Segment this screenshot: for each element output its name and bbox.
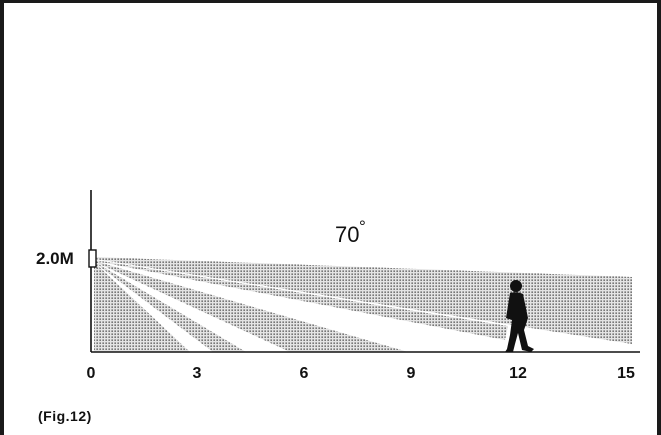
- detection-zone-near-1: [94, 263, 190, 352]
- pir-sensor-icon: [88, 249, 97, 268]
- x-tick-label: 15: [617, 365, 635, 382]
- detection-zone-mid-far: [95, 260, 508, 340]
- detection-zone-mid: [95, 261, 408, 352]
- x-tick-label: 12: [509, 365, 527, 382]
- detection-zone-near-2: [95, 262, 246, 352]
- x-tick-label: 3: [193, 365, 202, 382]
- figure-caption: (Fig.12): [38, 408, 92, 424]
- x-tick-label: 6: [300, 365, 309, 382]
- x-tick-label: 9: [407, 365, 416, 382]
- walking-person-icon: [505, 280, 534, 352]
- height-label: 2.0M: [36, 249, 74, 268]
- x-tick-label: 0: [87, 365, 96, 382]
- detection-zone-far: [95, 257, 632, 344]
- angle-label: 70: [335, 222, 359, 247]
- degree-symbol: °: [359, 217, 366, 236]
